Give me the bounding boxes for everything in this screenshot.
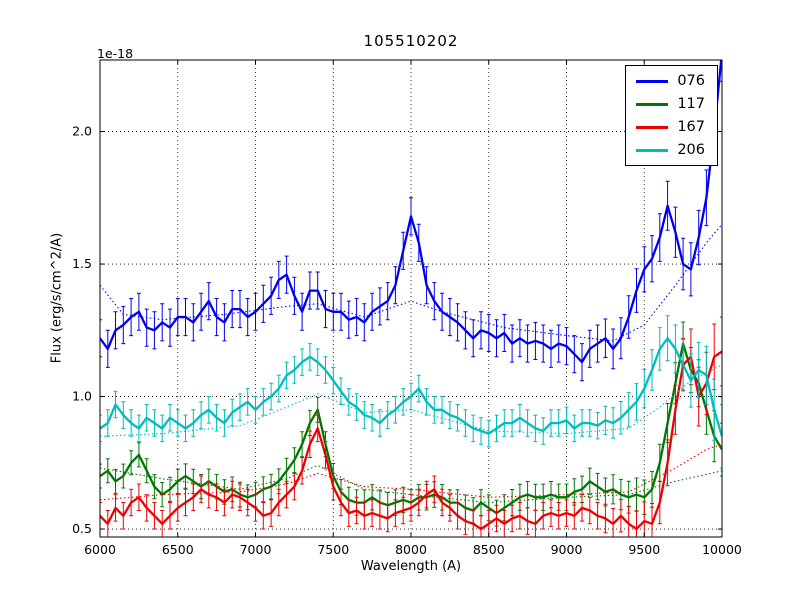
y-tick-label: 1.0	[72, 389, 92, 404]
x-tick-label: 8500	[473, 542, 505, 557]
legend-line-swatch	[636, 125, 669, 129]
legend-entry-206: 206	[636, 142, 705, 158]
y-tick-label: 0.5	[72, 521, 92, 536]
legend-entry-076: 076	[636, 73, 705, 89]
chart-title: 105510202	[363, 32, 459, 50]
axis-ticks	[99, 60, 723, 537]
y-tick-label: 2.0	[72, 124, 92, 139]
y-axis-label: Flux (erg/s/cm^2/A)	[49, 232, 65, 364]
legend: 076 117 167 206	[625, 65, 718, 166]
x-tick-label: 7500	[317, 542, 349, 557]
legend-line-swatch	[636, 79, 669, 83]
x-tick-label: 6000	[84, 542, 116, 557]
legend-entry-117: 117	[636, 96, 705, 112]
series-group	[100, 60, 722, 537]
x-tick-label: 8000	[395, 542, 427, 557]
y-tick-label: 1.5	[72, 256, 92, 271]
x-tick-label: 6500	[162, 542, 194, 557]
legend-label: 206	[677, 142, 705, 158]
legend-label: 076	[677, 73, 705, 89]
y-axis-offset-label: 1e-18	[97, 46, 134, 61]
x-tick-label: 9500	[628, 542, 660, 557]
series-line-206	[100, 337, 722, 437]
legend-line-swatch	[636, 102, 669, 106]
legend-label: 167	[677, 119, 705, 135]
x-tick-label: 7000	[240, 542, 272, 557]
x-tick-label: 9000	[551, 542, 583, 557]
x-axis-label: Wavelength (A)	[360, 559, 462, 574]
legend-line-swatch	[636, 148, 669, 152]
series-line-076	[100, 60, 722, 364]
series-line-167	[100, 350, 722, 531]
x-tick-label: 10000	[702, 542, 742, 557]
legend-entry-167: 167	[636, 119, 705, 135]
tick-labels: 6000 6500 7000 7500 8000 8500 9000 9500 10000 0.5…	[72, 124, 742, 557]
legend-label: 117	[677, 96, 705, 112]
